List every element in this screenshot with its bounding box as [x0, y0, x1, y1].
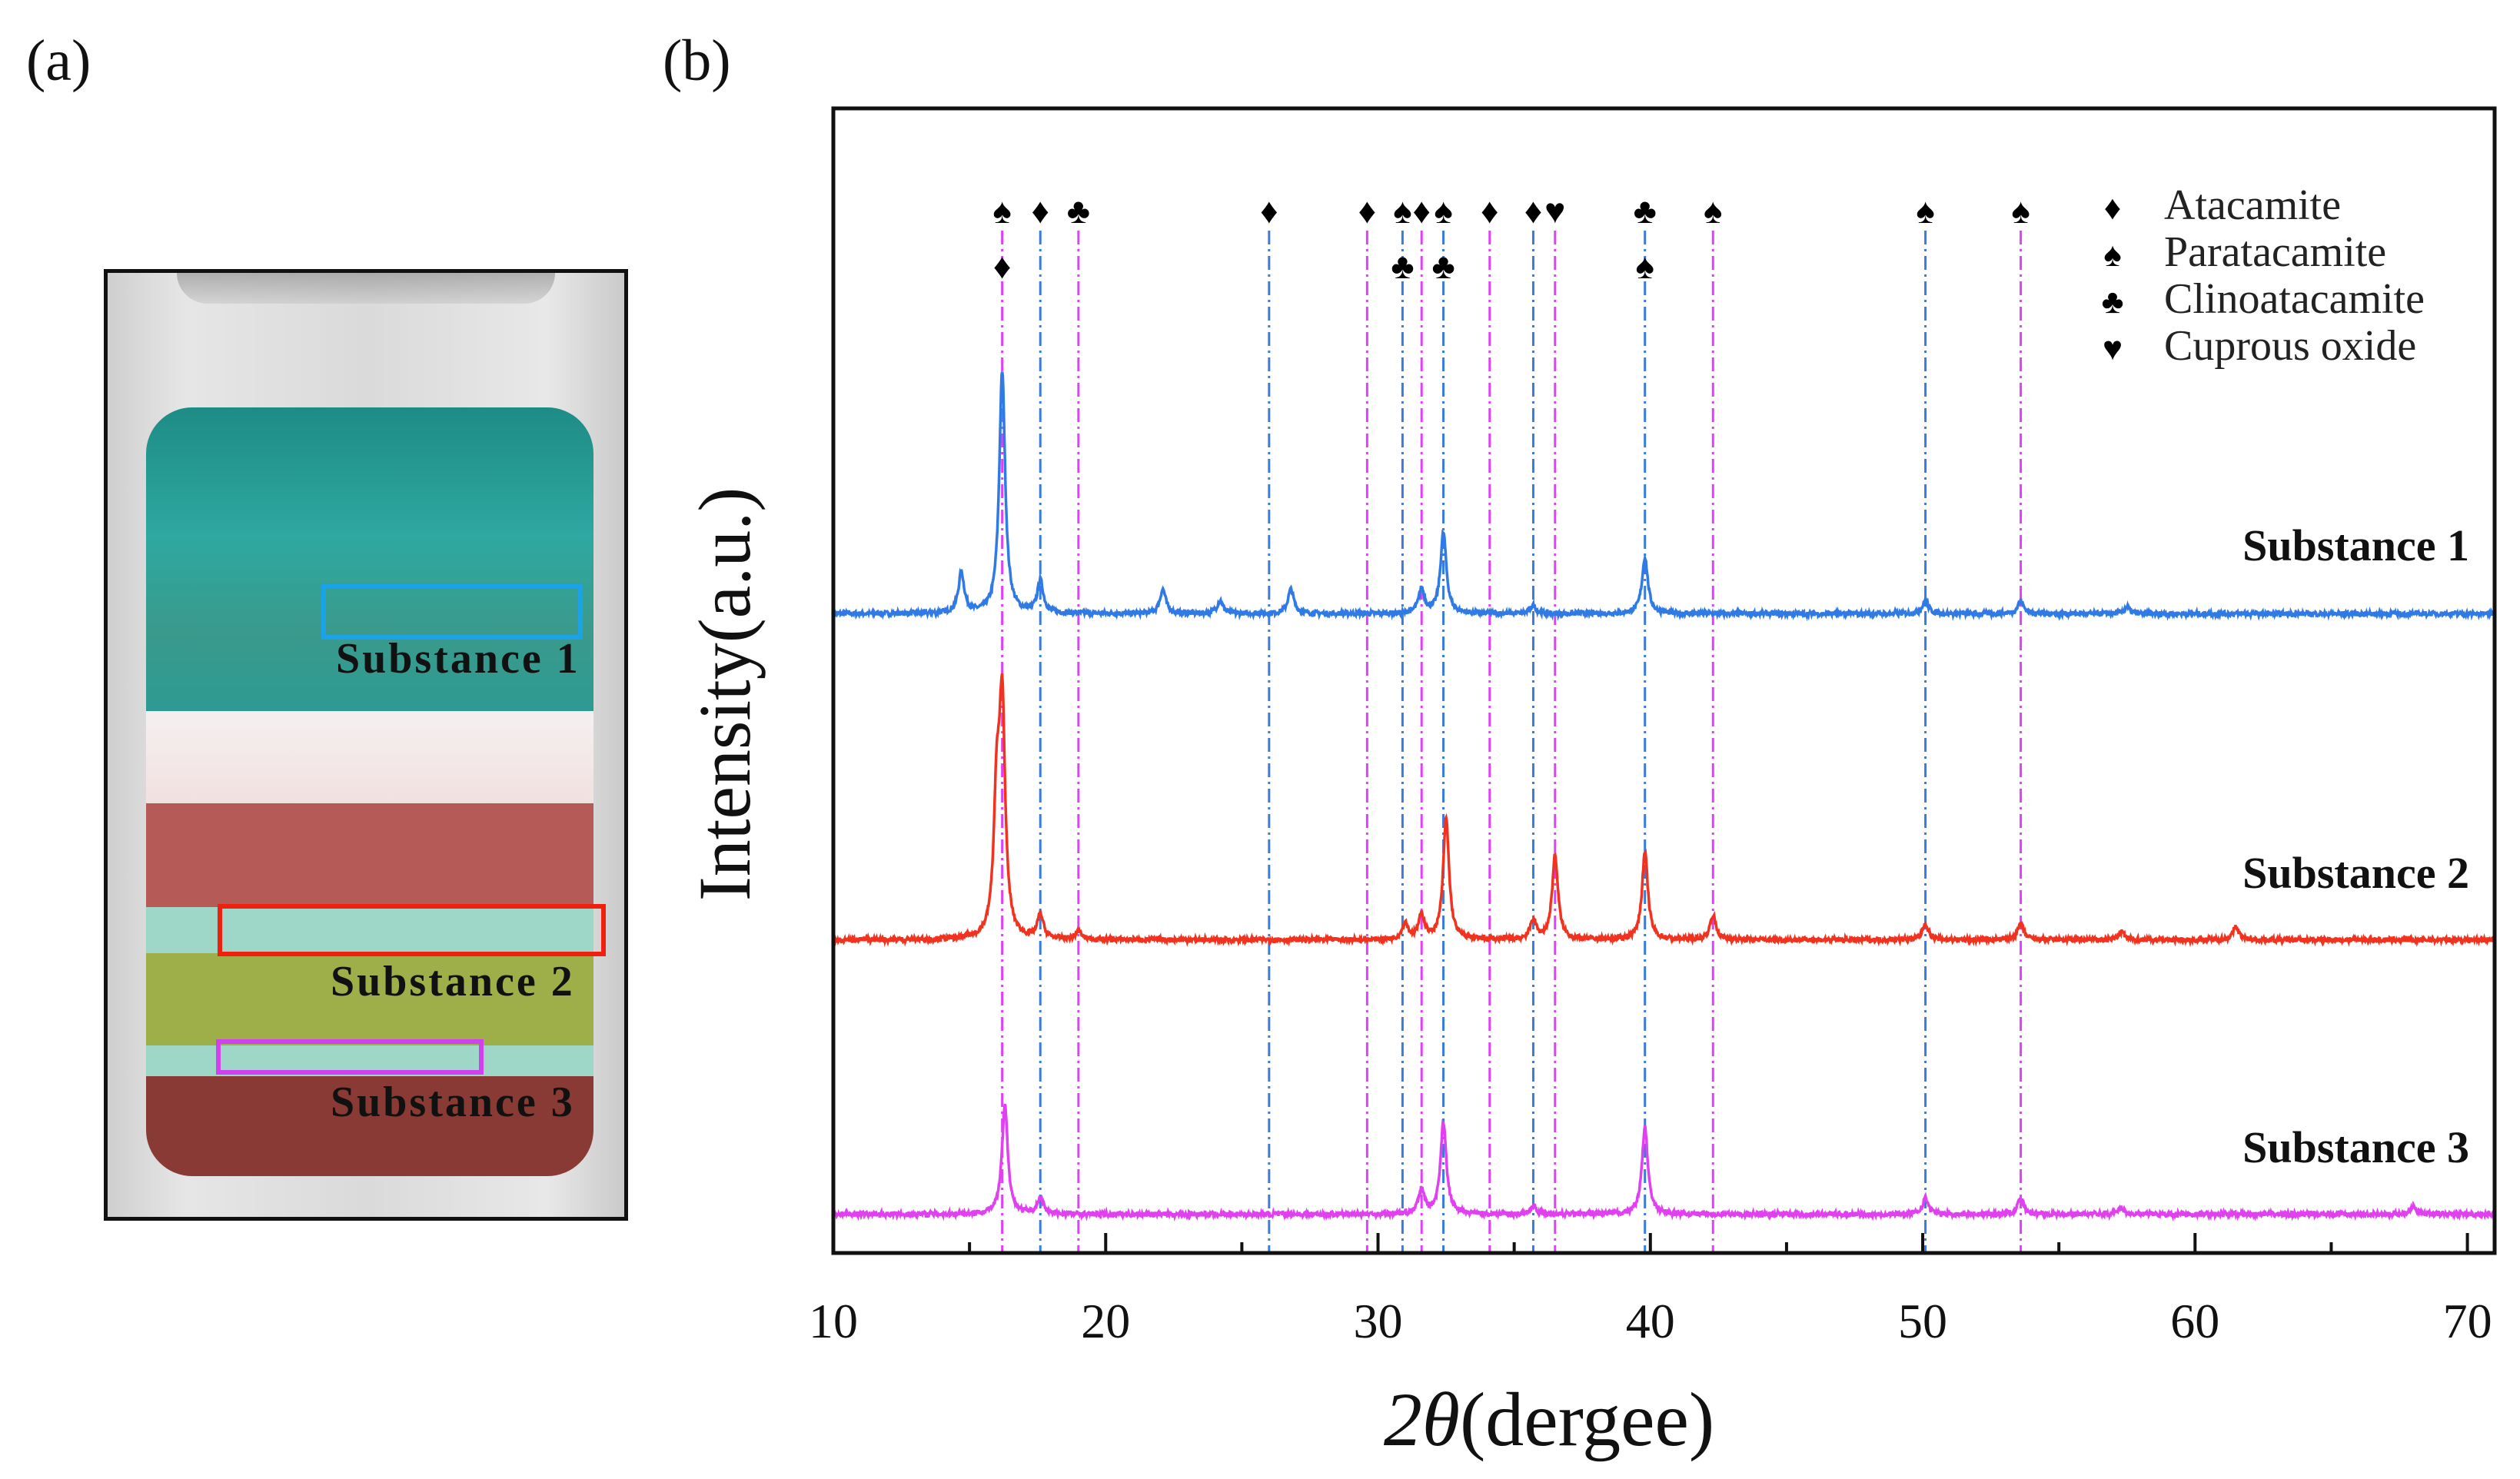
- olive-layer: [146, 953, 593, 1049]
- x-tick-label: 50: [1898, 1294, 1947, 1348]
- x-tick-label: 60: [2170, 1294, 2219, 1348]
- x-tick-label: 40: [1626, 1294, 1675, 1348]
- jar-label-substance-1: Substance 1: [336, 635, 580, 683]
- phase-marker: ♦: [1481, 191, 1498, 231]
- phase-marker: ♦: [993, 247, 1011, 286]
- x-tick-label: 10: [809, 1294, 858, 1348]
- white-layer: [146, 711, 593, 819]
- legend-label: Cuprous oxide: [2164, 322, 2416, 370]
- phase-marker: ♠: [1393, 191, 1411, 231]
- phase-marker: ♠: [1635, 247, 1654, 286]
- x-tick-label: 30: [1354, 1294, 1403, 1348]
- phase-marker: ♣: [1391, 247, 1414, 286]
- jar-neck: [177, 273, 555, 304]
- teal-layer: [146, 407, 593, 730]
- phase-marker: ♠: [2011, 191, 2030, 231]
- series-line-3: [832, 1103, 2495, 1222]
- panel-a-label: (a): [26, 28, 91, 93]
- legend-label: Atacamite: [2164, 181, 2341, 229]
- phase-marker: ♦: [1031, 191, 1049, 231]
- substance-3-box: [216, 1039, 484, 1075]
- phase-marker: ♦: [1412, 191, 1430, 231]
- jar-label-substance-3: Substance 3: [331, 1079, 575, 1126]
- legend-symbol: ♣: [2102, 283, 2124, 321]
- substance-2-box: [218, 904, 606, 956]
- x-tick-label: 70: [2443, 1294, 2492, 1348]
- phase-marker: ♦: [1260, 191, 1278, 231]
- legend-label: Paratacamite: [2164, 228, 2386, 276]
- legend-label: Clinoatacamite: [2164, 275, 2425, 323]
- y-axis-label: Intensity(a.u.): [683, 487, 766, 902]
- phase-marker: ♣: [1634, 191, 1657, 231]
- dark-red-layer: [146, 1076, 593, 1176]
- legend-symbol: ♥: [2103, 330, 2123, 367]
- phase-marker: ♦: [1524, 191, 1542, 231]
- series-line-1: [832, 371, 2495, 622]
- jar-label-substance-2: Substance 2: [331, 958, 575, 1005]
- phase-marker: ♣: [1431, 247, 1454, 286]
- panel-b-label: (b): [663, 28, 731, 93]
- series-label-3: Substance 3: [2242, 1122, 2469, 1172]
- red-layer: [146, 803, 593, 911]
- jar-photo: Substance 1 Substance 2 Substance 3: [104, 269, 628, 1221]
- phase-marker: ♦: [1358, 191, 1376, 231]
- legend-symbol: ♠: [2103, 236, 2121, 274]
- x-tick-label: 20: [1081, 1294, 1130, 1348]
- x-axis-label: 2θ(dergee): [1384, 1377, 1714, 1462]
- phase-marker: ♠: [1704, 191, 1722, 231]
- substance-1-box: [321, 584, 583, 640]
- phase-marker: ♠: [992, 191, 1011, 231]
- series-label-1: Substance 1: [2242, 520, 2469, 570]
- phase-marker: ♠: [1916, 191, 1934, 231]
- plot-frame: [831, 106, 2497, 1255]
- phase-marker: ♣: [1067, 191, 1090, 231]
- phase-marker: ♥: [1544, 191, 1565, 231]
- legend-symbol: ♦: [2104, 189, 2121, 227]
- series-label-2: Substance 2: [2242, 848, 2469, 898]
- series-line-2: [832, 673, 2496, 948]
- phase-marker: ♠: [1434, 191, 1452, 231]
